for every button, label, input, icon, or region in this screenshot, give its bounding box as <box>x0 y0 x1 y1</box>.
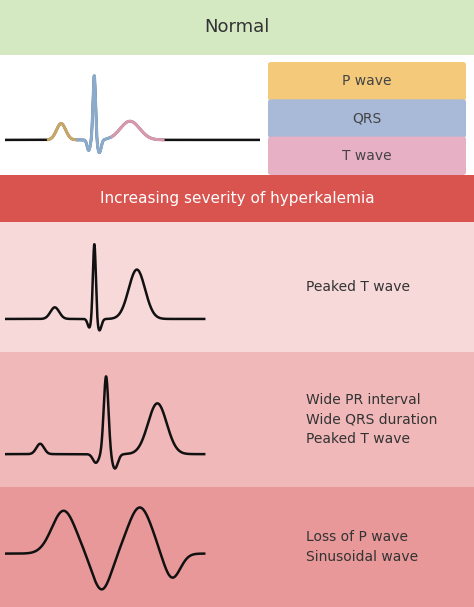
FancyBboxPatch shape <box>268 62 466 100</box>
FancyBboxPatch shape <box>268 100 466 138</box>
FancyBboxPatch shape <box>268 137 466 175</box>
Text: T wave: T wave <box>342 149 392 163</box>
Text: Peaked T wave: Peaked T wave <box>307 280 410 294</box>
Text: Wide PR interval
Wide QRS duration
Peaked T wave: Wide PR interval Wide QRS duration Peake… <box>307 393 438 446</box>
Text: QRS: QRS <box>352 112 382 126</box>
Text: Loss of P wave
Sinusoidal wave: Loss of P wave Sinusoidal wave <box>307 531 419 564</box>
Text: P wave: P wave <box>342 74 392 88</box>
Text: Increasing severity of hyperkalemia: Increasing severity of hyperkalemia <box>100 191 374 206</box>
Text: Normal: Normal <box>204 18 270 36</box>
